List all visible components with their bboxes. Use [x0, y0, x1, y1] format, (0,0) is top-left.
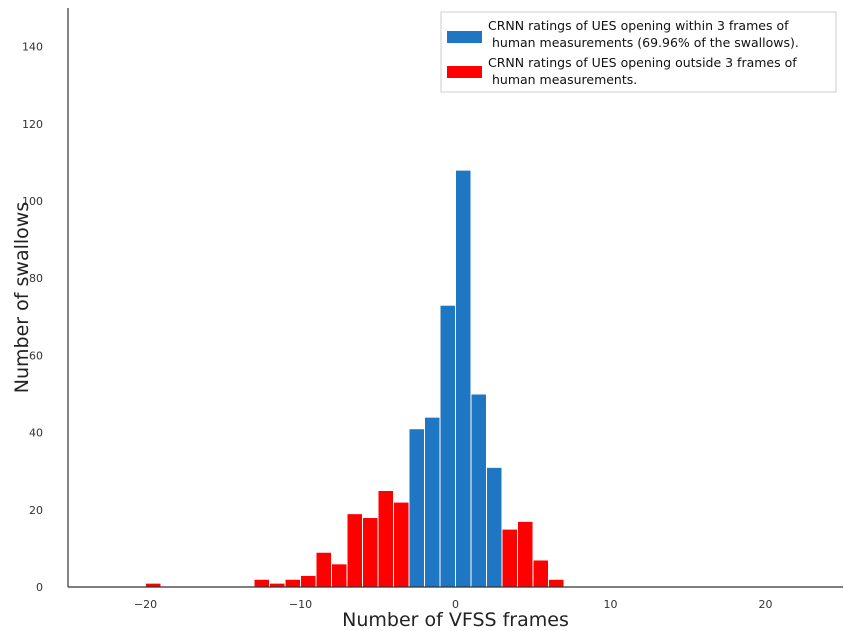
bar-within-bin--2	[424, 416, 441, 588]
legend-label-within-line1: CRNN ratings of UES opening within 3 fra…	[488, 18, 789, 33]
y-tick-labels: 0 20 40 60 80 100 120 140	[22, 41, 43, 594]
bar-outside-bin--13	[253, 578, 270, 588]
legend-label-outside-line2: human measurements.	[488, 72, 637, 87]
y-tick-label: 40	[29, 427, 43, 440]
bar-within-bin--3	[408, 428, 425, 588]
bar-outside-bin--10	[300, 574, 317, 588]
bar-outside-bin--9	[315, 551, 332, 588]
x-tick-label: 10	[604, 598, 618, 611]
bar-outside-bin--4	[393, 501, 410, 588]
y-tick-label: 120	[22, 118, 43, 131]
x-tick-label: −10	[289, 598, 312, 611]
legend-swatch-within	[447, 31, 482, 43]
x-axis-title: Number of VFSS frames	[342, 609, 569, 631]
y-tick-label: 60	[29, 349, 43, 362]
legend-label-within-line2: human measurements (69.96% of the swallo…	[488, 35, 799, 50]
y-tick-label: 20	[29, 504, 43, 517]
bar-outside-bin--8	[331, 563, 348, 588]
bar-outside-bin--7	[346, 513, 363, 588]
bar-within-bin-1	[470, 393, 487, 588]
legend-label-outside-line1: CRNN ratings of UES opening outside 3 fr…	[488, 55, 797, 70]
bar-outside-bin-3	[501, 528, 518, 588]
x-tick-label: −20	[134, 598, 157, 611]
bar-outside-bin-5	[532, 559, 549, 588]
x-tick-label: 0	[452, 598, 459, 611]
x-tick-label: 20	[759, 598, 773, 611]
y-tick-label: 140	[22, 41, 43, 54]
series-outside-3-frames	[145, 490, 565, 588]
bar-outside-bin--5	[377, 490, 394, 588]
y-tick-label: 0	[36, 581, 43, 594]
legend-swatch-outside	[447, 66, 482, 78]
bar-within-bin-2	[486, 466, 503, 588]
x-tick-labels: −20 −10 0 10 20	[134, 598, 773, 611]
bar-within-bin--1	[439, 304, 456, 588]
bar-outside-bin-6	[548, 578, 565, 588]
y-tick-label: 100	[22, 195, 43, 208]
y-axis-title: Number of swallows	[11, 202, 33, 393]
bar-outside-bin--6	[362, 517, 379, 588]
legend-box	[440, 11, 837, 93]
legend: CRNN ratings of UES opening within 3 fra…	[440, 11, 837, 93]
series-within-3-frames	[408, 169, 503, 588]
bar-outside-bin--11	[284, 578, 301, 588]
bar-within-bin-0	[455, 169, 472, 588]
bar-outside-bin-4	[517, 520, 534, 588]
y-tick-label: 80	[29, 272, 43, 285]
